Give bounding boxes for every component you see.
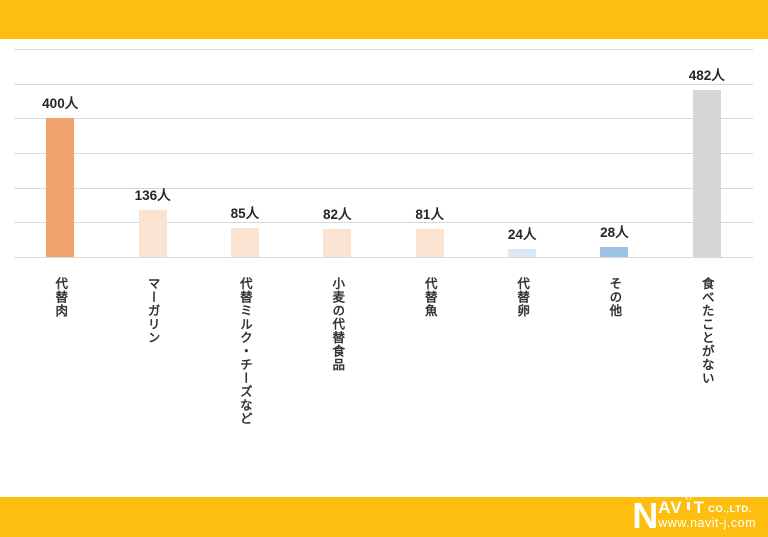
bar-chart: 400人代替肉 136人マーガリン 85人代替ミルク・チーズなど 82人小麦の代替食品… [14,49,753,426]
logo-letter-n: N [632,495,658,536]
gridline [14,118,753,120]
bar [600,247,629,257]
gridline [14,83,753,85]
bar [230,227,259,257]
gridline [14,257,753,258]
bar [415,228,444,257]
category-label: 代替卵 [515,277,530,318]
category-label: その他 [607,277,622,318]
category-label: 食べたことがない [699,277,714,385]
bar [323,228,352,257]
bar [46,118,75,257]
bar-value-label: 24人 [507,226,537,242]
navit-logo: N AV T CO.,LTD. www.navit-j.com [632,495,756,536]
bar-value-label: 482人 [688,67,725,83]
gridline [14,153,753,154]
bar [138,209,167,257]
logo-letters-av: AV [658,498,683,517]
logo-url: www.navit-j.com [658,516,756,530]
bar [692,89,721,257]
header-bar [0,0,768,39]
gridline [14,49,753,50]
logo-co-ltd: CO.,LTD. [707,504,752,515]
category-label: マーガリン [145,277,160,345]
bar-value-label: 85人 [230,205,260,221]
bar [508,248,537,257]
bar-value-label: 82人 [323,206,352,222]
bar-value-label: 136人 [134,187,171,203]
logo-letter-t: T [693,498,705,517]
gridline [14,222,753,224]
gridline [14,187,753,189]
footer-bar: N AV T CO.,LTD. www.navit-j.com [0,495,768,537]
category-label: 代替肉 [53,277,68,318]
bar-value-label: 400人 [42,96,79,112]
category-label: 代替魚 [422,277,437,318]
bar-value-label: 81人 [415,206,444,222]
category-label: 小麦の代替食品 [330,277,345,372]
bar-value-label: 28人 [600,225,629,241]
rabbit-ears-i-icon [684,494,693,516]
category-label: 代替ミルク・チーズなど [237,277,252,426]
